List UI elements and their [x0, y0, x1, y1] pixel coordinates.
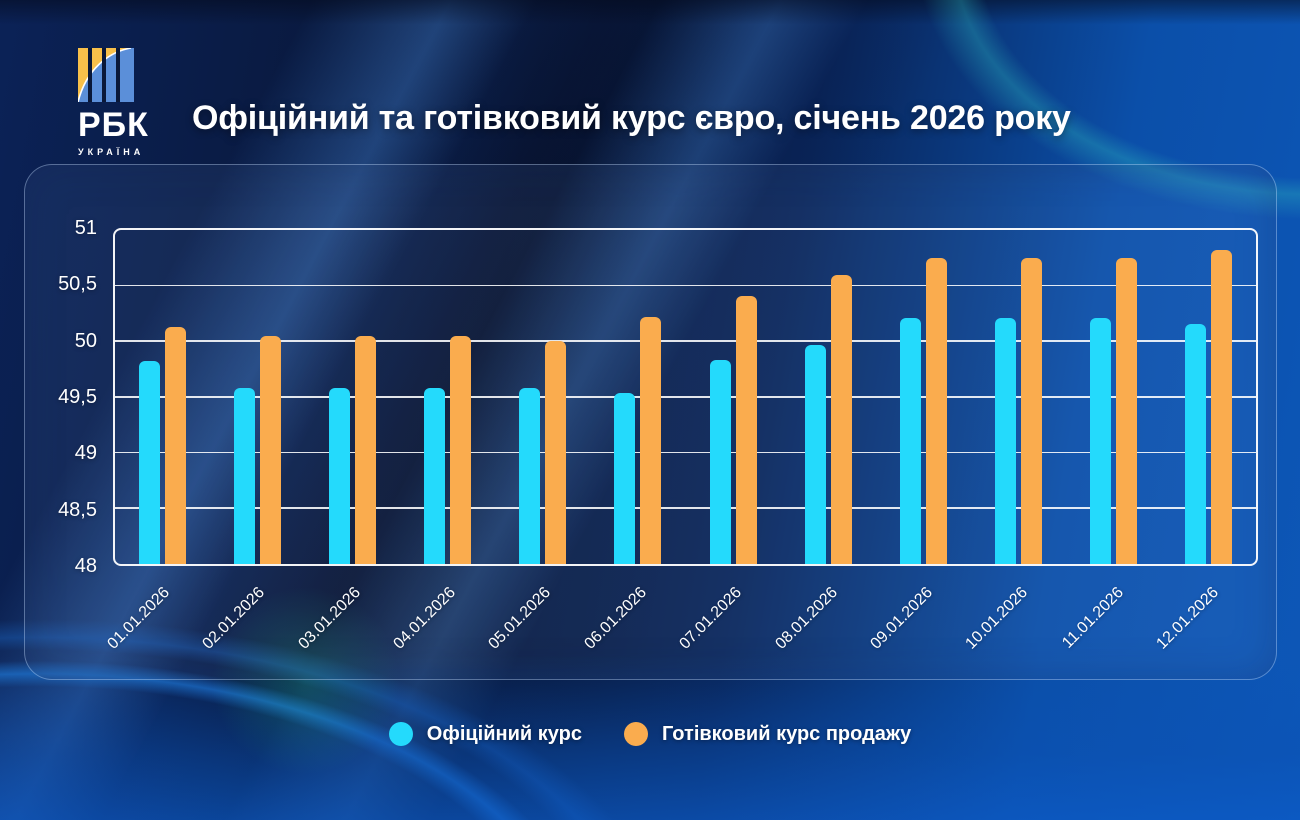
bar-group-06.01.2026 [590, 230, 685, 564]
gridline [115, 507, 1256, 509]
bar-group-09.01.2026 [876, 230, 971, 564]
legend-label: Готівковий курс продажу [661, 722, 912, 745]
bar-Готівковий курс продажу-05.01.2026 [545, 341, 567, 564]
y-tick-label: 51 [74, 217, 97, 239]
bar-group-10.01.2026 [971, 230, 1066, 564]
bar-Офіційний курс-11.01.2026 [1089, 317, 1111, 564]
bar-Офіційний курс-03.01.2026 [329, 388, 351, 564]
chart-panel: 51 50,5 50 49,5 49 48,5 48 01.01.2026 02.01.202… [24, 164, 1277, 680]
bar-Офіційний курс-06.01.2026 [614, 392, 636, 564]
x-tick-label: 06.01.2026 [581, 584, 650, 653]
gridline [115, 396, 1256, 398]
bar-Офіційний курс-08.01.2026 [804, 344, 826, 564]
legend-item: Готівковий курс продажу [623, 722, 912, 746]
bar-Готівковий курс продажу-04.01.2026 [450, 335, 472, 564]
bar-Готівковий курс продажу-11.01.2026 [1115, 257, 1137, 564]
brand-name: РБК [78, 106, 149, 144]
rbc-logo: РБК УКРАЇНА [78, 48, 149, 157]
bar-Готівковий курс продажу-02.01.2026 [260, 335, 282, 564]
x-tick-label: 10.01.2026 [962, 584, 1032, 653]
legend-item: Офіційний курс [388, 722, 582, 746]
bar-group-12.01.2026 [1161, 230, 1256, 564]
y-tick-label: 49,5 [58, 386, 97, 408]
bar-group-02.01.2026 [210, 230, 305, 564]
bar-Офіційний курс-05.01.2026 [519, 388, 541, 564]
y-tick-label: 50,5 [58, 273, 97, 296]
x-tick-label: 12.01.2026 [1153, 584, 1223, 653]
bar-group-07.01.2026 [685, 230, 780, 564]
gridline [115, 451, 1256, 454]
y-axis-labels: 51 50,5 50 49,5 49 48,5 48 [25, 217, 97, 577]
bar-group-03.01.2026 [305, 230, 400, 564]
x-tick-label: 04.01.2026 [390, 584, 459, 653]
x-tick-label: 01.01.2026 [104, 584, 173, 653]
legend-dot-icon [623, 722, 648, 746]
x-tick-label: 05.01.2026 [485, 584, 555, 653]
bar-Готівковий курс продажу-07.01.2026 [735, 295, 757, 564]
bar-Готівковий курс продажу-06.01.2026 [640, 316, 662, 564]
bar-Офіційний курс-01.01.2026 [139, 361, 161, 564]
bar-Офіційний курс-04.01.2026 [424, 388, 446, 564]
page-title: Офіційний та готівковий курс євро, січен… [192, 98, 1071, 137]
x-tick-label: 03.01.2026 [294, 584, 364, 653]
bar-Готівковий курс продажу-10.01.2026 [1020, 257, 1042, 564]
legend-label: Офіційний курс [426, 722, 582, 745]
y-tick-label: 48,5 [58, 498, 97, 521]
bar-group-08.01.2026 [781, 230, 876, 564]
bar-slots [115, 230, 1256, 564]
y-tick-label: 49 [74, 442, 97, 465]
bar-group-11.01.2026 [1066, 230, 1161, 564]
y-tick-label: 48 [74, 555, 97, 577]
rbc-logo-icon [78, 48, 134, 102]
x-tick-label: 07.01.2026 [676, 584, 746, 653]
x-tick-label: 09.01.2026 [867, 584, 937, 653]
gridline [115, 340, 1256, 342]
bar-group-04.01.2026 [400, 230, 495, 564]
gridline [115, 284, 1256, 287]
bar-Готівковий курс продажу-12.01.2026 [1210, 250, 1232, 564]
bar-Офіційний курс-12.01.2026 [1184, 323, 1206, 564]
bar-Готівковий курс продажу-03.01.2026 [355, 335, 377, 564]
x-tick-label: 02.01.2026 [199, 584, 269, 653]
chart-legend: Офіційний курс Готівковий курс продажу [0, 722, 1300, 746]
bar-Готівковий курс продажу-09.01.2026 [925, 257, 947, 564]
bar-Офіційний курс-09.01.2026 [899, 317, 921, 564]
bar-group-05.01.2026 [495, 230, 590, 564]
bar-Офіційний курс-02.01.2026 [234, 388, 256, 564]
legend-dot-icon [388, 722, 413, 746]
bar-Офіційний курс-10.01.2026 [994, 317, 1016, 564]
y-tick-label: 50 [74, 329, 97, 352]
brand-subtitle: УКРАЇНА [78, 147, 145, 157]
bar-Готівковий курс продажу-08.01.2026 [830, 274, 852, 564]
bar-Офіційний курс-07.01.2026 [709, 360, 731, 564]
x-axis-labels: 01.01.2026 02.01.2026 03.01.2026 04.01.2026… [104, 574, 1258, 669]
bar-Готівковий курс продажу-01.01.2026 [165, 326, 187, 564]
x-tick-label: 11.01.2026 [1059, 584, 1127, 652]
bar-group-01.01.2026 [115, 230, 210, 564]
x-tick-label: 08.01.2026 [772, 584, 841, 653]
plot-area [113, 228, 1258, 566]
